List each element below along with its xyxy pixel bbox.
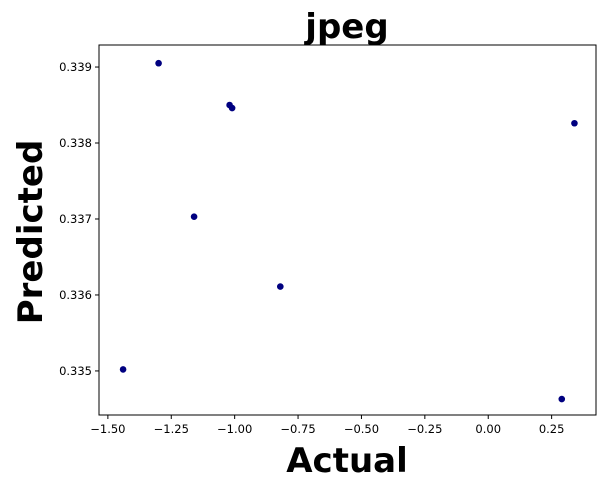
chart-title: jpeg	[303, 7, 388, 47]
x-tick-label: −1.00	[217, 422, 252, 436]
y-tick-label: 0.339	[59, 60, 92, 74]
data-point	[228, 104, 236, 112]
data-point	[558, 395, 566, 403]
x-tick-label: −1.50	[90, 422, 125, 436]
x-tick-label: 0.00	[475, 422, 501, 436]
data-point	[571, 119, 578, 127]
y-tick-label: 0.335	[59, 364, 92, 378]
x-axis-title: Actual	[286, 441, 408, 481]
y-tick-label: 0.336	[59, 288, 92, 302]
y-axis-title: Predicted	[11, 140, 51, 325]
x-tick-label: 0.25	[539, 422, 565, 436]
data-point	[190, 213, 198, 221]
data-point	[277, 283, 284, 290]
x-axis: −1.50 −1.25 −1.00 −0.75 −0.50 −0.25 0.00 0.25	[90, 415, 564, 436]
plot-frame	[98, 44, 597, 416]
x-tick-label: −1.25	[154, 422, 189, 436]
y-axis: 0.335 0.336 0.337 0.338 0.339	[59, 60, 99, 378]
points-layer	[119, 59, 578, 403]
y-tick-label: 0.338	[59, 136, 92, 150]
x-tick-label: −0.50	[344, 422, 379, 436]
y-tick-label: 0.337	[59, 212, 92, 226]
x-tick-label: −0.25	[407, 422, 442, 436]
x-tick-label: −0.75	[280, 422, 315, 436]
data-point	[119, 366, 127, 373]
data-point	[155, 59, 162, 67]
